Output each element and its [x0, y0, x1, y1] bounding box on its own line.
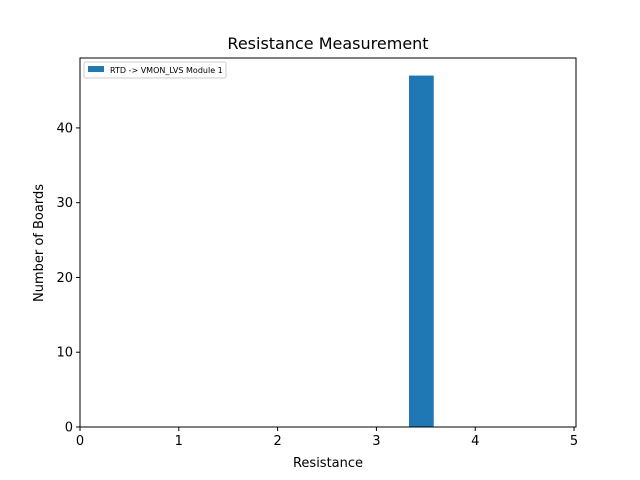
y-tick-label: 40	[56, 121, 73, 136]
plot-frame	[79, 57, 577, 428]
y-tick-label: 0	[65, 421, 73, 436]
histogram-bar-0	[409, 75, 434, 428]
x-axis-ticks: 0 1 2 3 4 5	[76, 427, 578, 449]
x-tick-label: 2	[273, 434, 281, 449]
x-tick-label: 5	[570, 434, 578, 449]
legend: RTD -> VMON_LVS Module 1	[83, 61, 227, 79]
y-tick-label: 20	[56, 271, 73, 286]
y-tick-label: 10	[56, 346, 73, 361]
x-tick-label: 3	[372, 434, 380, 449]
y-axis-label: Number of Boards	[32, 184, 47, 302]
x-tick-label: 1	[175, 434, 183, 449]
x-tick-label: 4	[471, 434, 479, 449]
y-tick-label: 30	[56, 196, 73, 211]
x-tick-label: 0	[76, 434, 84, 449]
legend-swatch	[88, 66, 104, 72]
chart-title: Resistance Measurement	[227, 34, 428, 53]
x-axis-label: Resistance	[293, 456, 363, 471]
legend-box	[83, 61, 227, 79]
bars-group	[409, 75, 434, 428]
y-axis-ticks: 0 10 20 30 40	[56, 121, 80, 436]
legend-label: RTD -> VMON_LVS Module 1	[110, 66, 223, 75]
